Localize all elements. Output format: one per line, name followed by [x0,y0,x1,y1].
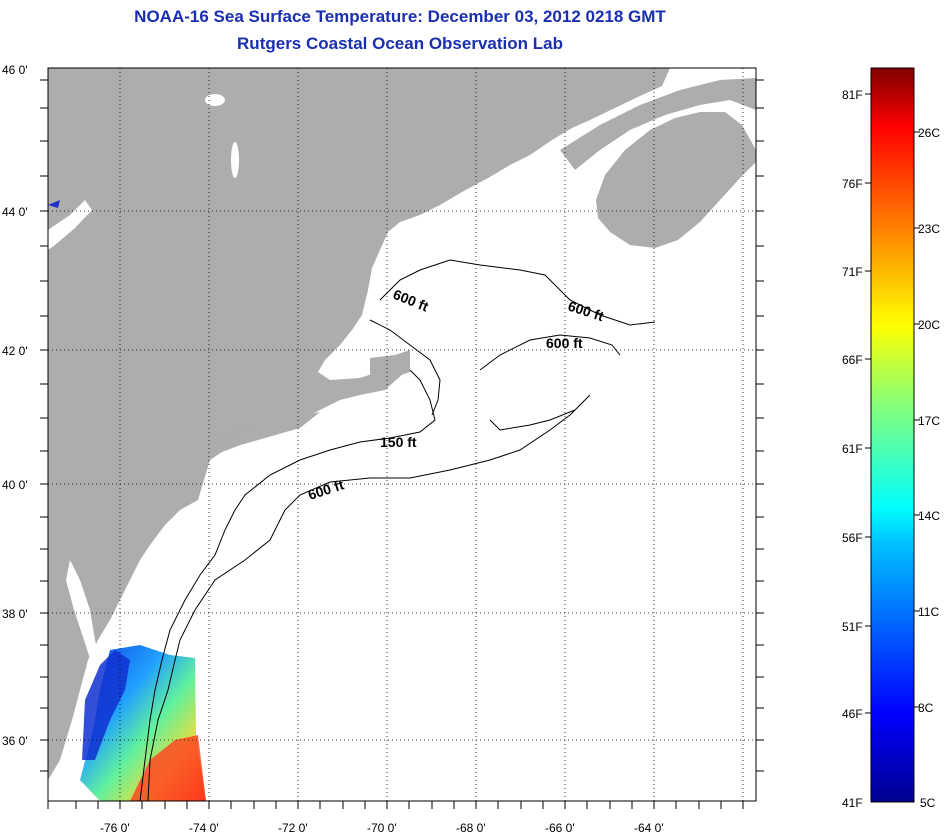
contour-label: 150 ft [380,434,417,450]
lon-tick-label: -72 0' [278,821,308,835]
colorbar-label-f: 81F [842,88,863,102]
contour-georges-bank [479,334,621,371]
lon-tick-label: -64 0' [634,821,664,835]
colorbar-label-f: 71F [842,265,863,279]
colorbar-label-c: 5C [920,796,936,810]
colorbar-label-c: 23C [918,222,940,236]
axis-ticks [40,79,764,809]
colorbar-label-f: 66F [842,353,863,367]
colorbar-ticks [865,93,920,714]
colorbar-label-f: 46F [842,707,863,721]
land-cape-cod [370,350,410,378]
lon-tick-label: -68 0' [456,821,486,835]
chesapeake-bay [66,560,100,665]
lat-tick-label: 42 0' [2,344,28,358]
colorbar-label-f: 61F [842,442,863,456]
colorbar-label-c: 20C [918,318,940,332]
sst-cool-edge [82,650,130,760]
lat-tick-label: 44 0' [2,205,28,219]
colorbar-label-c: 11C [918,605,939,619]
lat-tick-label: 40 0' [2,478,28,492]
map-title: NOAA-16 Sea Surface Temperature: Decembe… [134,7,666,26]
lat-tick-label: 36 0' [2,734,28,748]
lat-tick-label: 46 0' [2,63,28,77]
contour-gulf-of-maine [379,259,656,326]
colorbar [870,67,915,803]
lon-tick-label: -74 0' [189,821,219,835]
contour-label: 600 ft [546,335,583,351]
map-area: 600 ft 600 ft 600 ft 150 ft 600 ft [48,68,756,801]
lake [205,94,225,106]
map-frame [47,67,757,802]
colorbar-label-f: 41F [842,796,863,810]
lake-ontario [48,200,92,250]
colorbar-label-c: 17C [918,414,940,428]
lon-tick-label: -70 0' [367,821,397,835]
land-new-brunswick [560,78,756,170]
map-subtitle: Rutgers Coastal Ocean Observation Lab [237,34,563,53]
contour-150ft [139,369,436,801]
colorbar-label-c: 26C [918,126,940,140]
colorbar-label-f: 56F [842,531,863,545]
lake-pixel [48,200,60,208]
lat-tick-label: 38 0' [2,607,28,621]
lake-champlain [231,142,239,178]
land-nova-scotia [596,112,756,248]
land-long-island [210,412,320,448]
colorbar-label-c: 8C [918,701,934,715]
land-mainland [48,68,670,780]
lon-tick-label: -66 0' [545,821,575,835]
lon-tick-label: -76 0' [100,821,130,835]
colorbar-label-f: 51F [842,620,863,634]
contour-600ft-shelf [147,394,591,801]
colorbar-label-c: 14C [918,509,940,523]
contour-inner [369,319,441,416]
colorbar-label-f: 76F [842,177,863,191]
